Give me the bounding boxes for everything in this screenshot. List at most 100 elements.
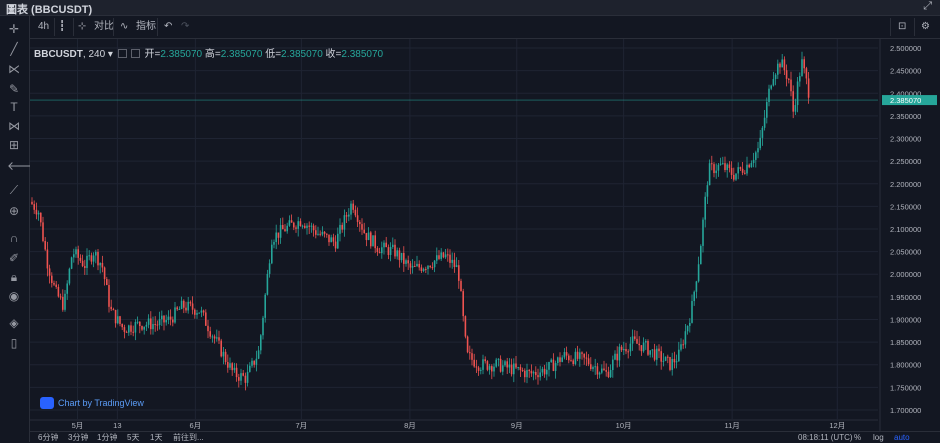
candle-body — [473, 359, 475, 367]
candle-body — [266, 273, 269, 295]
candle-body — [530, 370, 533, 374]
candle-body — [299, 221, 302, 227]
candle-body — [279, 224, 282, 238]
y-tick-label: 1.850000 — [890, 338, 921, 347]
indicators-icon[interactable]: ∿ — [120, 21, 129, 32]
candle-body — [400, 252, 403, 261]
range-button[interactable]: 6分钟 — [38, 433, 59, 442]
ruler-icon[interactable]: ⟋ — [9, 183, 19, 197]
candle-body — [579, 352, 581, 359]
compare-icon[interactable]: ⊹ — [78, 21, 87, 32]
candle-body — [37, 212, 40, 215]
candle-body — [752, 159, 755, 163]
legend-settings-icon[interactable] — [117, 49, 127, 58]
candle-body — [108, 284, 110, 307]
y-tick-label: 2.400000 — [890, 89, 921, 98]
trend-line-icon[interactable]: ╱ — [10, 42, 18, 56]
range-button[interactable]: 5天 — [127, 433, 140, 442]
candle-body — [444, 254, 447, 258]
clock-time[interactable]: 08:18:11 (UTC) — [798, 433, 853, 442]
settings-icon[interactable]: ⚙ — [921, 21, 930, 32]
candle-body — [493, 366, 495, 372]
candle-body — [554, 362, 557, 371]
candle-body — [455, 265, 458, 268]
percent-toggle[interactable]: % — [854, 433, 862, 442]
candle-body — [264, 294, 266, 318]
legend-interval[interactable]: 240 — [88, 49, 106, 60]
candle-body — [737, 167, 739, 174]
candle-body — [706, 185, 709, 197]
crosshair-icon[interactable]: ✛ — [8, 22, 20, 36]
candle-body — [328, 234, 330, 243]
candle-body — [40, 212, 42, 223]
prediction-tool-icon[interactable]: ⊞ — [8, 138, 20, 152]
range-button[interactable]: 1天 — [150, 433, 163, 442]
legend-close-icon[interactable] — [130, 49, 140, 58]
auto-toggle[interactable]: auto — [894, 433, 910, 442]
candle-body — [491, 366, 493, 372]
candle-body — [766, 102, 768, 118]
redo-icon[interactable]: ↷ — [181, 21, 190, 32]
candle-body — [167, 316, 170, 321]
candles-style-icon[interactable]: ┇ — [59, 21, 66, 32]
back-arrow-icon[interactable]: 🡐 — [7, 159, 40, 173]
series-legend: BBCUSDT, 240 ▾ 开=2.385070 高=2.385070 低=2… — [34, 49, 384, 60]
candle-body — [407, 260, 409, 264]
candle-body — [262, 317, 264, 336]
candle-body — [733, 174, 735, 180]
goto-date-button[interactable]: 前往到... — [173, 433, 204, 442]
candle-body — [638, 343, 640, 346]
candle-body — [231, 363, 233, 371]
text-tool-icon[interactable]: T — [10, 100, 18, 114]
fullscreen-icon[interactable]: ⤢ — [923, 0, 932, 12]
candle-body — [433, 260, 436, 268]
stay-drawing-icon[interactable]: ✐ — [8, 251, 20, 265]
range-button[interactable]: 1分钟 — [97, 433, 118, 442]
candle-body — [88, 255, 90, 257]
window-title: 圖表 (BBCUSDT) — [6, 4, 93, 16]
camera-icon[interactable]: ⊡ — [898, 21, 907, 32]
candle-body — [139, 321, 141, 327]
zoom-in-icon[interactable]: ⊕ — [8, 204, 20, 218]
candle-body — [609, 370, 612, 378]
window-titlebar: 圖表 (BBCUSDT) ⤢ — [0, 0, 940, 16]
trash-icon[interactable]: ▯ — [10, 336, 18, 350]
candle-body — [695, 281, 698, 292]
legend-low: 2.385070 — [281, 49, 323, 60]
candle-body — [59, 296, 62, 298]
pattern-tool-icon[interactable]: ⋈ — [8, 119, 20, 133]
candle-body — [671, 358, 673, 370]
magnet-icon[interactable]: ∩ — [9, 231, 19, 245]
eye-icon[interactable]: ◉ — [8, 289, 20, 303]
price-axis: 2.500000 2.450000 2.400000 2.350000 2.300000… — [879, 39, 921, 431]
indicators-button[interactable]: 指标 — [136, 21, 156, 32]
layers-icon[interactable]: ◈ — [9, 316, 19, 330]
range-button[interactable]: 3分钟 — [68, 433, 89, 442]
lock-icon[interactable]: 🔒︎ — [10, 270, 18, 284]
candle-body — [352, 203, 354, 210]
candle-body — [202, 310, 205, 313]
interval-button[interactable]: 4h — [38, 21, 50, 32]
candle-body — [398, 250, 401, 261]
candle-body — [596, 366, 599, 375]
candle-body — [46, 249, 49, 269]
y-tick-label: 1.800000 — [890, 361, 921, 370]
price-chart[interactable]: 2.500000 2.450000 2.400000 2.350000 2.300000… — [30, 39, 940, 431]
legend-dropdown-icon[interactable]: ▾ — [107, 49, 113, 60]
candle-body — [326, 233, 328, 235]
fib-tool-icon[interactable]: ⋉ — [8, 62, 20, 76]
candle-body — [781, 59, 783, 68]
candle-body — [51, 275, 53, 283]
undo-icon[interactable]: ↶ — [164, 21, 173, 32]
candle-body — [194, 309, 196, 315]
log-toggle[interactable]: log — [873, 433, 884, 442]
candle-body — [585, 357, 588, 359]
brush-icon[interactable]: ✎ — [8, 82, 20, 96]
candle-body — [774, 74, 777, 80]
candle-body — [625, 348, 627, 352]
compare-button[interactable]: 对比 — [94, 21, 114, 32]
candle-body — [667, 356, 669, 358]
chart-grid — [30, 39, 878, 419]
candle-body — [486, 361, 489, 370]
tradingview-watermark[interactable]: Chart by TradingView — [40, 397, 144, 409]
